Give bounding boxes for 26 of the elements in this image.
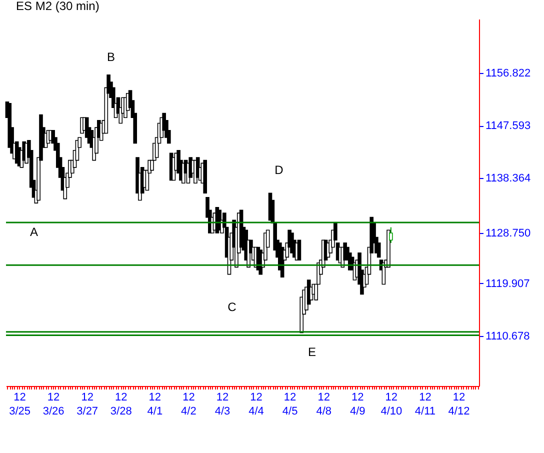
y-tick-label: 1156.822: [486, 68, 531, 80]
y-tick-label: 1128.750: [486, 227, 531, 240]
x-tick-label: 12 3/25: [9, 392, 30, 418]
x-tick-label: 12 4/9: [350, 392, 366, 418]
y-tick-label: 1147.593: [486, 120, 531, 132]
y-tick-label: 1110.678: [486, 330, 530, 342]
annotation: A: [30, 225, 38, 239]
x-tick-label: 12 4/1: [147, 392, 163, 418]
x-tick-label: 12 4/10: [380, 392, 402, 418]
x-tick-label: 12 4/11: [414, 392, 436, 418]
x-tick-label: 12 4/4: [248, 392, 264, 418]
x-tick-label: 12 3/28: [110, 392, 132, 418]
x-tick-label: 12 3/27: [76, 392, 98, 418]
x-tick-label: 12 4/5: [282, 392, 298, 418]
x-tick-label: 12 4/12: [448, 392, 470, 418]
annotation: D: [274, 163, 284, 177]
x-tick-label: 12 4/3: [214, 392, 230, 418]
x-tick-label: 12 3/26: [42, 392, 64, 418]
y-tick-label: 1119.907: [486, 278, 530, 290]
annotation: B: [106, 50, 116, 64]
x-tick-label: 12 4/8: [316, 392, 332, 418]
x-tick-label: 12 4/2: [181, 392, 196, 418]
chart-title: ES M2 (30 min): [16, 0, 100, 13]
annotation: C: [228, 300, 237, 314]
y-tick-label: 1138.364: [486, 172, 531, 185]
annotation: E: [308, 345, 316, 359]
